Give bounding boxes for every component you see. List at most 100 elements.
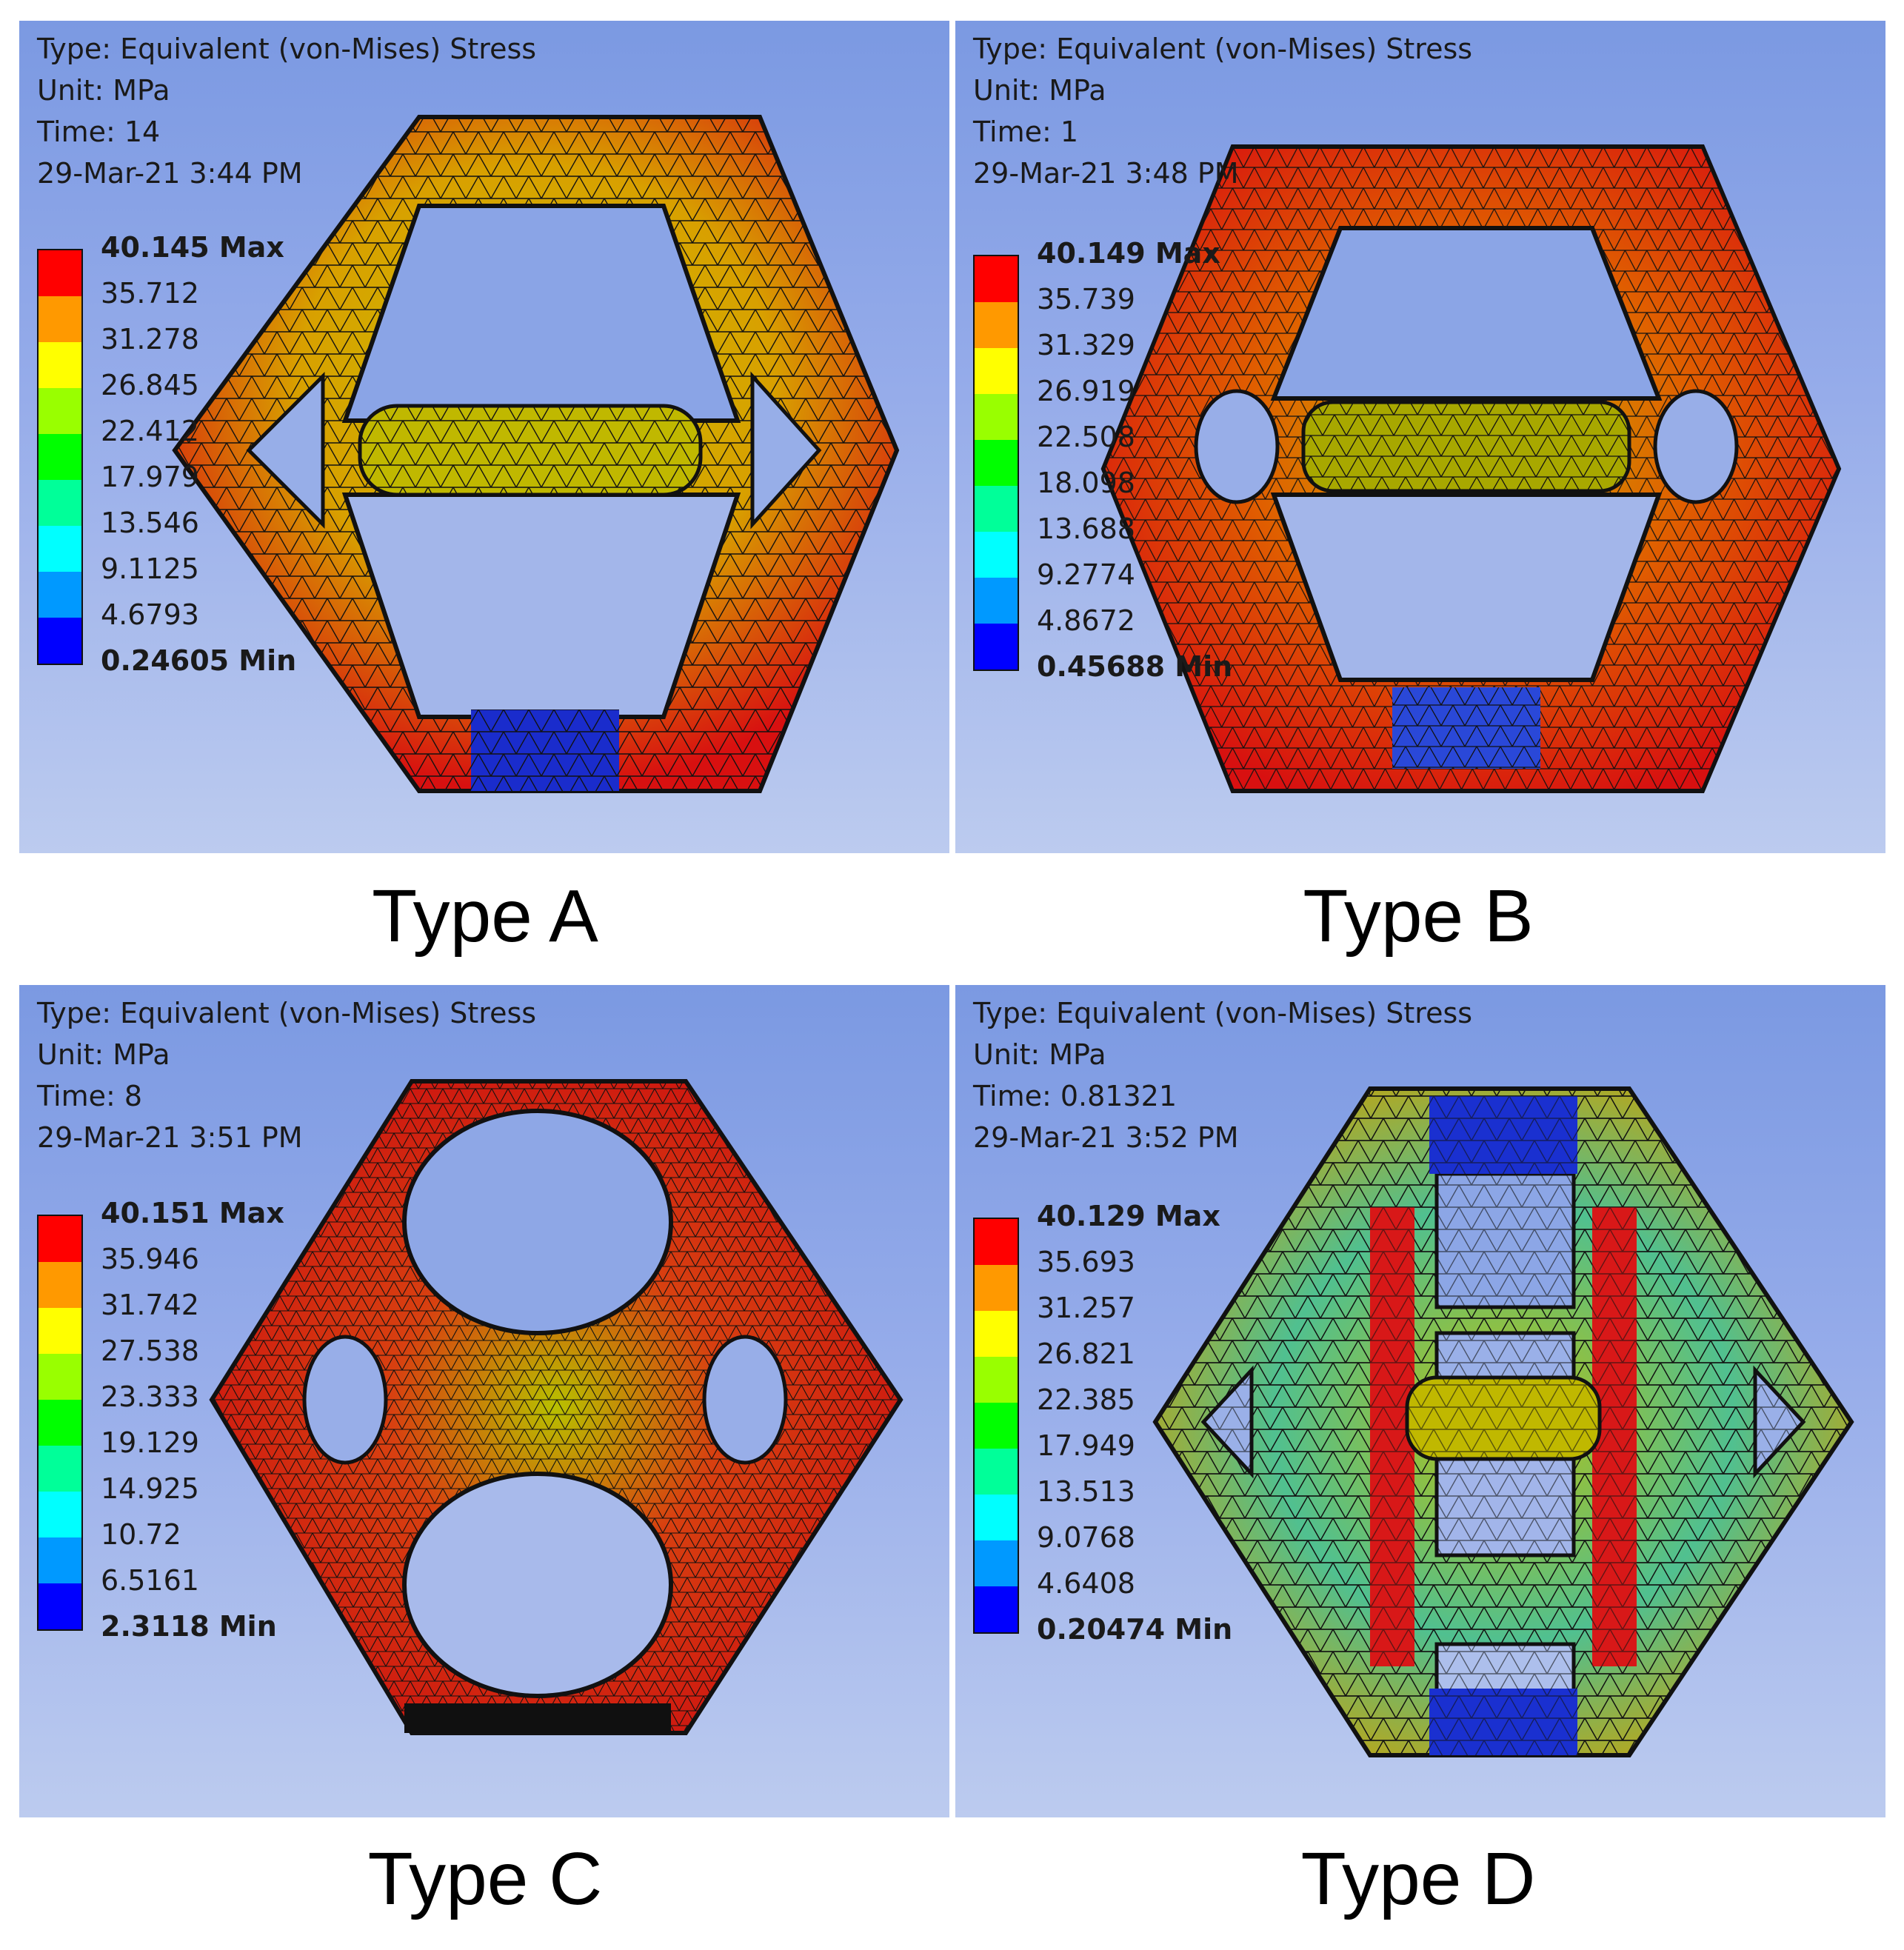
- legend-max-label: 40.129 Max: [1037, 1200, 1220, 1232]
- result-info: Type: Equivalent (von-Mises) Stress Unit…: [973, 992, 1472, 1158]
- legend-color-bar: [973, 255, 1019, 671]
- legend-value-label: 22.508: [1037, 421, 1135, 453]
- legend-value-label: 31.742: [101, 1289, 199, 1321]
- legend-value-label: 13.546: [101, 507, 199, 539]
- legend-min-label: 0.24605 Min: [101, 644, 297, 677]
- legend-max-label: 40.151 Max: [101, 1197, 284, 1229]
- legend-color-band: [975, 1265, 1018, 1311]
- legend-value-label: 31.329: [1037, 329, 1135, 361]
- result-time: Time: 1: [973, 116, 1079, 148]
- legend-value-label: 13.513: [1037, 1475, 1135, 1508]
- legend-value-label: 17.949: [1037, 1429, 1135, 1462]
- legend-color-band: [39, 388, 81, 434]
- result-date: 29-Mar-21 3:52 PM: [973, 1121, 1239, 1154]
- result-info: Type: Equivalent (von-Mises) Stress Unit…: [37, 992, 536, 1158]
- legend-value-label: 35.946: [101, 1243, 199, 1275]
- legend-value-label: 22.385: [1037, 1383, 1135, 1416]
- legend-value-label: 26.821: [1037, 1338, 1135, 1370]
- legend-color-band: [975, 486, 1018, 532]
- legend-color-band: [39, 1216, 81, 1262]
- lattice-model-type-a: [172, 115, 900, 793]
- lattice-model-type-b: [1100, 144, 1842, 793]
- legend-value-label: 19.129: [101, 1426, 199, 1459]
- legend-value-label: 6.5161: [101, 1564, 199, 1597]
- legend-value-label: 18.098: [1037, 467, 1135, 499]
- legend-value-label: 9.0768: [1037, 1521, 1135, 1554]
- legend-value-label: 26.845: [101, 369, 199, 401]
- lattice-model-type-d: [1152, 1086, 1854, 1757]
- legend-min-label: 0.45688 Min: [1037, 650, 1233, 683]
- legend-value-label: 9.2774: [1037, 558, 1135, 591]
- legend-color-bar: [37, 1215, 83, 1631]
- result-unit: Unit: MPa: [973, 1038, 1106, 1071]
- legend-color-band: [975, 348, 1018, 394]
- result-date: 29-Mar-21 3:44 PM: [37, 157, 303, 190]
- legend-value-label: 4.8672: [1037, 604, 1135, 637]
- lattice-model-type-c: [209, 1079, 903, 1735]
- legend-max-label: 40.149 Max: [1037, 237, 1220, 270]
- legend-color-bar: [37, 249, 83, 665]
- legend-value-label: 4.6408: [1037, 1567, 1135, 1600]
- legend-value-label: 27.538: [101, 1335, 199, 1367]
- legend-color-band: [975, 302, 1018, 348]
- legend-color-band: [975, 578, 1018, 624]
- legend-color-band: [39, 526, 81, 572]
- legend-color-band: [39, 1446, 81, 1492]
- result-type: Type: Equivalent (von-Mises) Stress: [973, 997, 1473, 1029]
- legend-value-label: 35.693: [1037, 1246, 1135, 1278]
- legend-color-band: [975, 1449, 1018, 1495]
- legend-value-label: 10.72: [101, 1518, 181, 1551]
- result-time: Time: 0.81321: [973, 1080, 1178, 1112]
- result-info: Type: Equivalent (von-Mises) Stress Unit…: [37, 28, 536, 194]
- legend-color-band: [975, 394, 1018, 440]
- legend-value-label: 35.739: [1037, 283, 1135, 315]
- legend-color-band: [975, 1403, 1018, 1449]
- caption-type-d: Type D: [1300, 1837, 1536, 1920]
- result-type: Type: Equivalent (von-Mises) Stress: [37, 997, 537, 1029]
- legend-color-band: [39, 250, 81, 296]
- result-info: Type: Equivalent (von-Mises) Stress Unit…: [973, 28, 1472, 194]
- legend-color-band: [39, 1308, 81, 1354]
- legend-color-band: [39, 434, 81, 480]
- legend-color-band: [39, 618, 81, 664]
- legend-value-label: 26.919: [1037, 375, 1135, 407]
- legend-color-band: [975, 1540, 1018, 1586]
- legend-max-label: 40.145 Max: [101, 231, 284, 264]
- result-type: Type: Equivalent (von-Mises) Stress: [37, 33, 537, 65]
- legend-min-label: 0.20474 Min: [1037, 1613, 1233, 1646]
- legend-value-label: 31.257: [1037, 1292, 1135, 1324]
- legend-min-label: 2.3118 Min: [101, 1610, 277, 1643]
- legend-color-band: [975, 1586, 1018, 1632]
- legend-color-band: [975, 532, 1018, 578]
- viewport-type-d[interactable]: Type: Equivalent (von-Mises) Stress Unit…: [955, 985, 1885, 1817]
- legend-color-band: [39, 1262, 81, 1308]
- result-unit: Unit: MPa: [973, 74, 1106, 107]
- caption-type-a: Type A: [372, 875, 598, 958]
- legend-value-label: 31.278: [101, 323, 199, 355]
- result-date: 29-Mar-21 3:51 PM: [37, 1121, 303, 1154]
- legend-color-band: [39, 480, 81, 526]
- legend-value-label: 17.979: [101, 461, 199, 493]
- legend-value-label: 35.712: [101, 277, 199, 310]
- legend-color-band: [975, 1219, 1018, 1265]
- result-type: Type: Equivalent (von-Mises) Stress: [973, 33, 1473, 65]
- result-unit: Unit: MPa: [37, 74, 170, 107]
- legend-color-band: [975, 624, 1018, 670]
- legend-color-bar: [973, 1218, 1019, 1634]
- viewport-type-a[interactable]: Type: Equivalent (von-Mises) Stress Unit…: [19, 21, 949, 853]
- legend-color-band: [975, 1357, 1018, 1403]
- legend-value-label: 23.333: [101, 1380, 199, 1413]
- legend-color-band: [975, 256, 1018, 302]
- legend-value-label: 22.412: [101, 415, 199, 447]
- viewport-type-c[interactable]: Type: Equivalent (von-Mises) Stress Unit…: [19, 985, 949, 1817]
- legend-color-band: [39, 296, 81, 342]
- legend-value-label: 13.688: [1037, 512, 1135, 545]
- legend-color-band: [39, 1400, 81, 1446]
- legend-color-band: [39, 1354, 81, 1400]
- legend-color-band: [975, 1311, 1018, 1357]
- legend-color-band: [39, 1492, 81, 1537]
- legend-value-label: 4.6793: [101, 598, 199, 631]
- viewport-type-b[interactable]: Type: Equivalent (von-Mises) Stress Unit…: [955, 21, 1885, 853]
- result-time: Time: 14: [37, 116, 161, 148]
- result-time: Time: 8: [37, 1080, 143, 1112]
